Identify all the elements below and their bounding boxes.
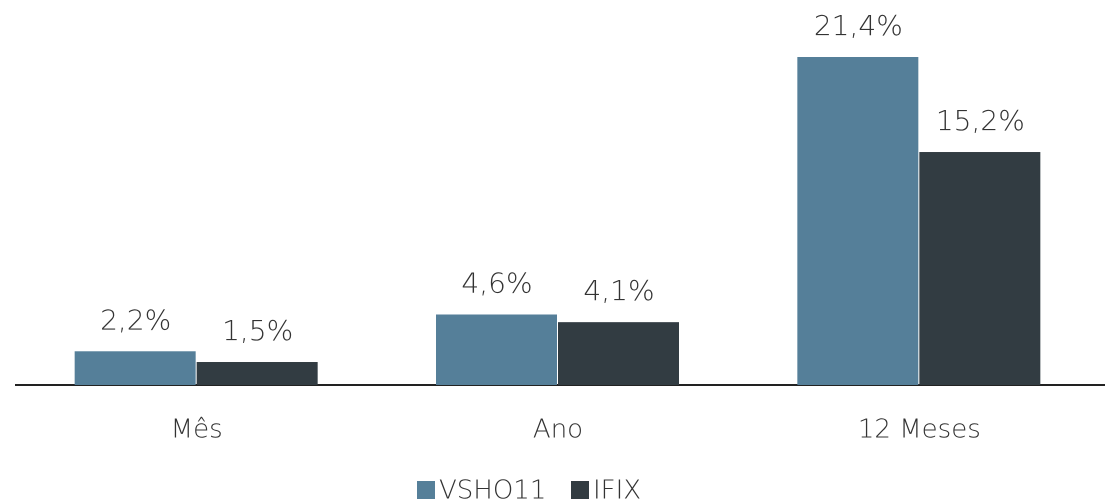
legend-label: VSHO11 bbox=[439, 476, 546, 501]
legend-swatch bbox=[571, 481, 589, 499]
value-label: 4,6% bbox=[461, 266, 532, 299]
legend-swatch bbox=[417, 481, 435, 499]
value-label: 1,5% bbox=[222, 314, 293, 347]
bar bbox=[436, 314, 557, 385]
bar bbox=[558, 322, 679, 385]
bar bbox=[919, 152, 1041, 385]
legend-label: IFIX bbox=[593, 476, 641, 501]
bar bbox=[797, 57, 919, 385]
bar bbox=[74, 351, 196, 385]
value-label: 2,2% bbox=[100, 303, 171, 336]
value-label: 15,2% bbox=[936, 104, 1025, 137]
value-label: 21,4% bbox=[814, 9, 903, 42]
x-tick-label: Mês bbox=[171, 415, 223, 445]
bar bbox=[196, 362, 318, 385]
x-tick-label: 12 Meses bbox=[858, 415, 981, 445]
value-label: 4,1% bbox=[583, 274, 654, 307]
x-tick-label: Ano bbox=[533, 415, 583, 445]
